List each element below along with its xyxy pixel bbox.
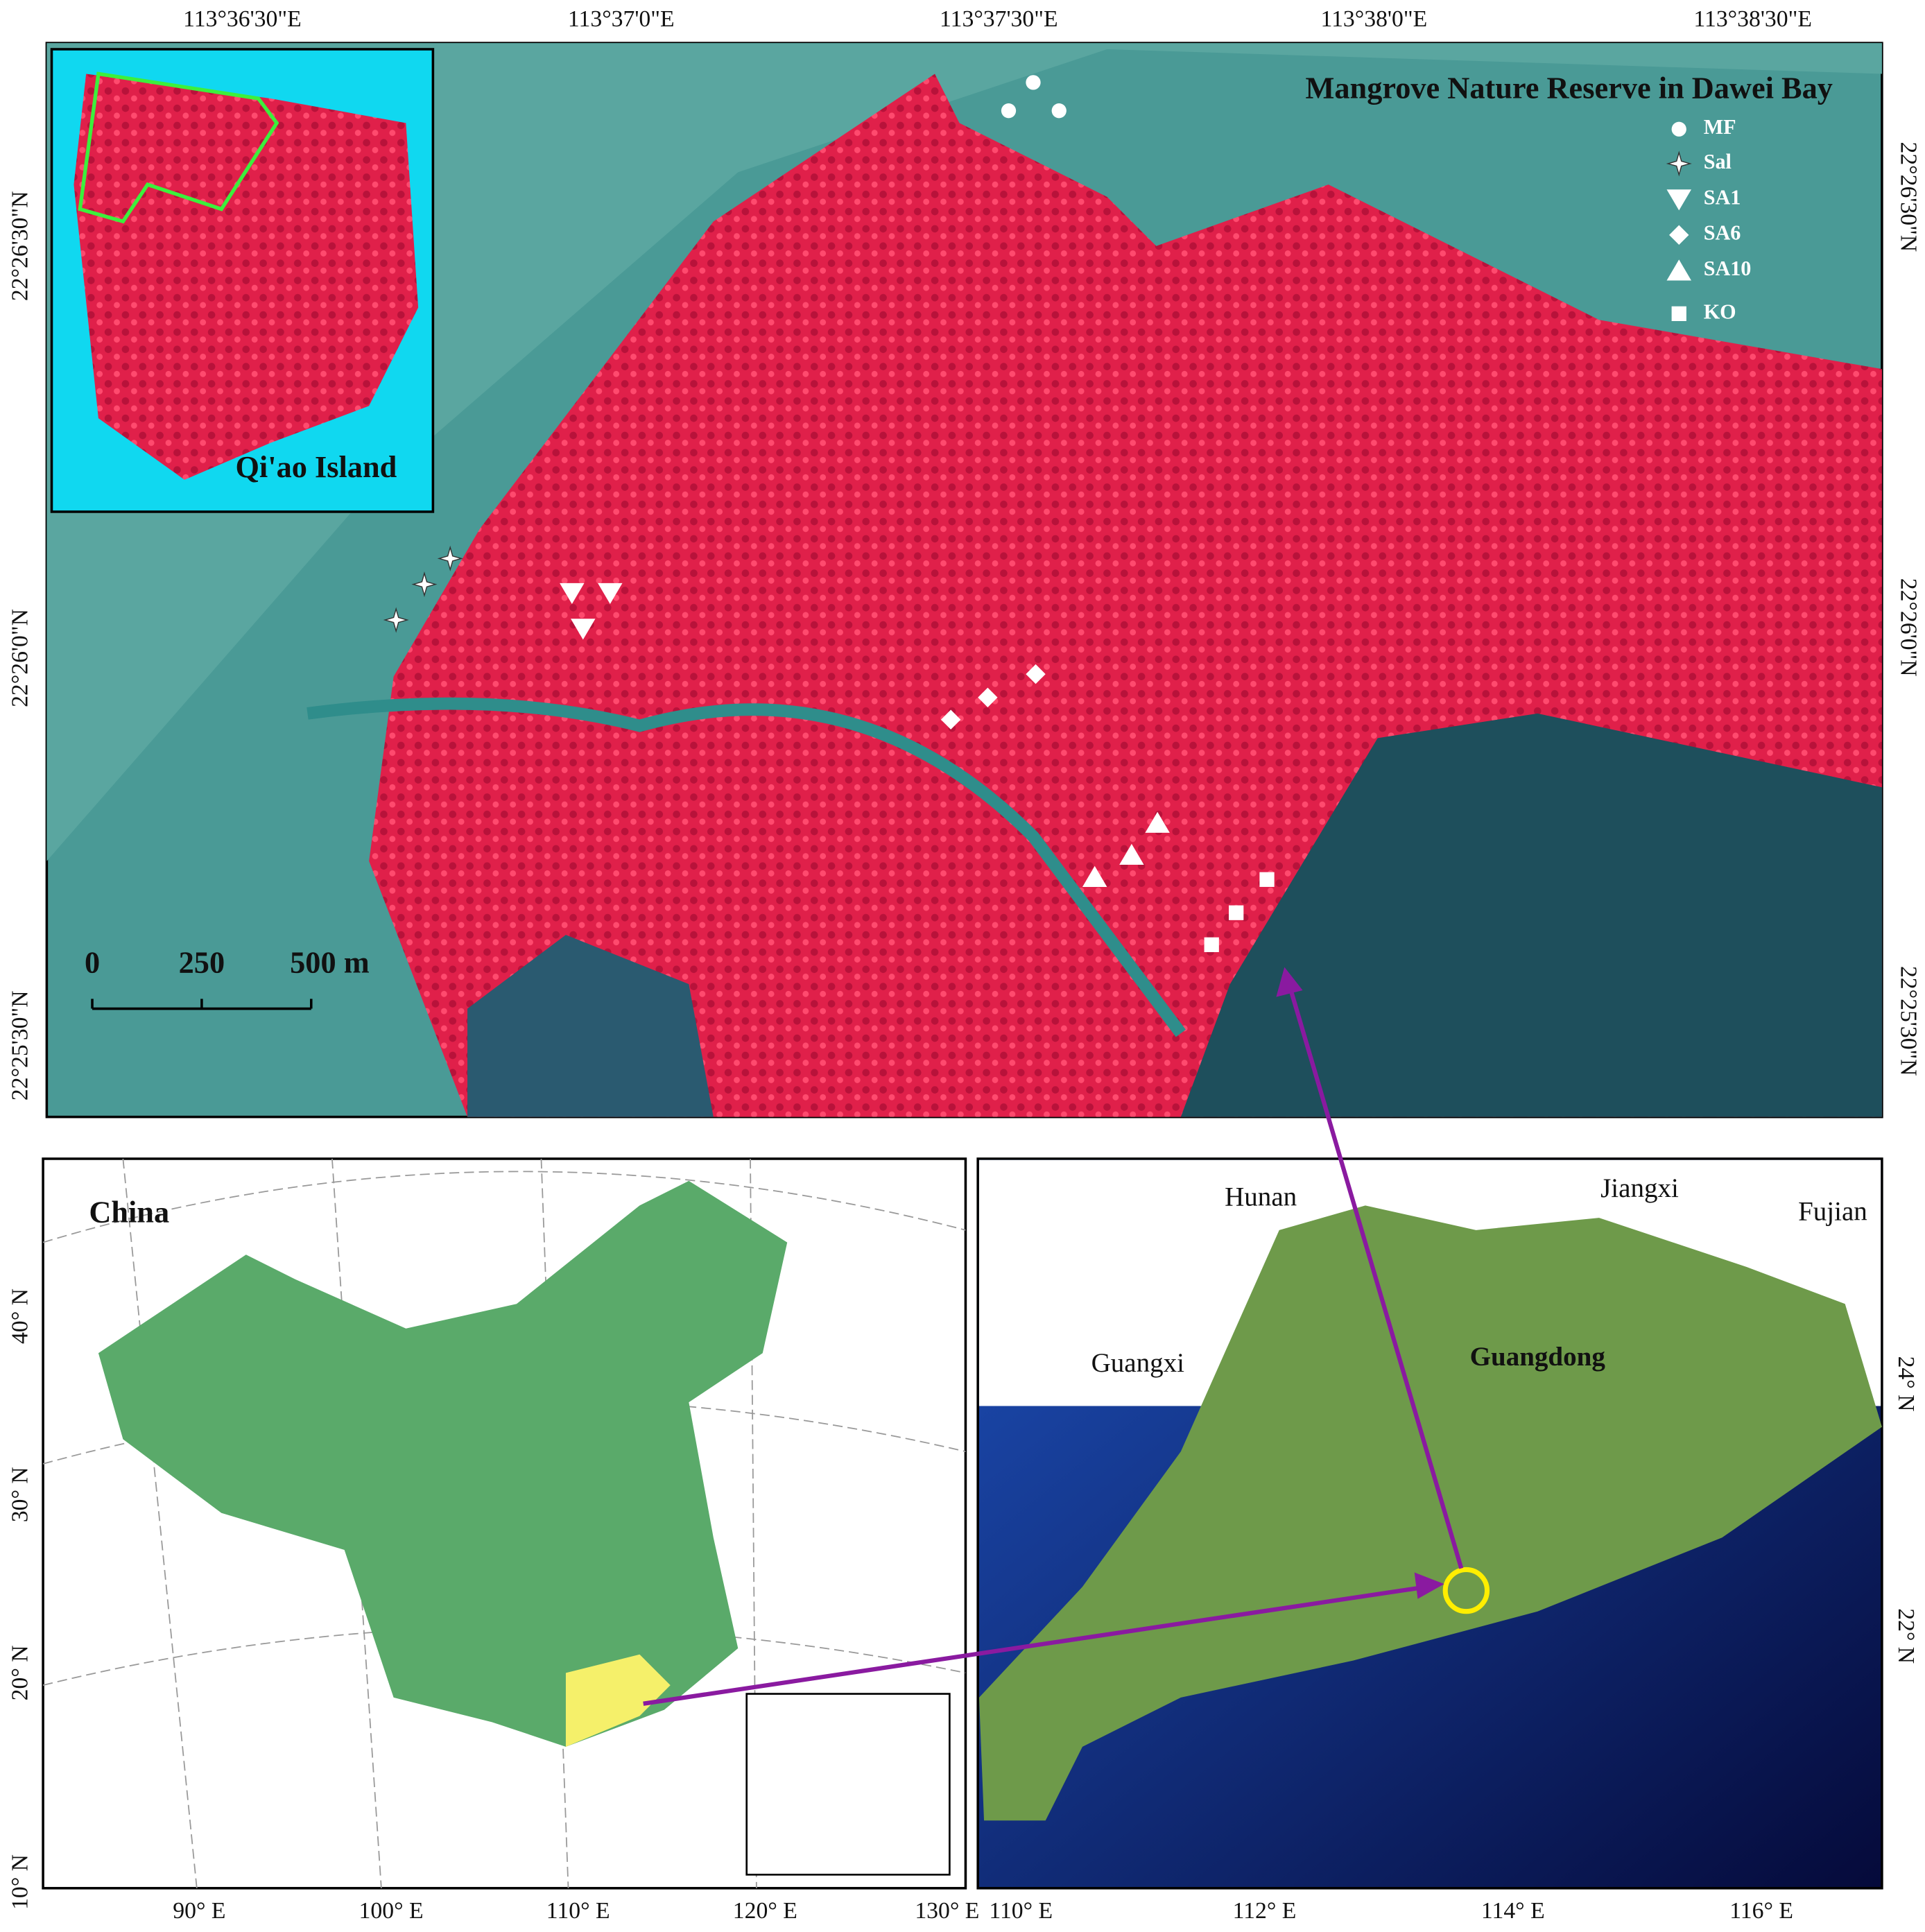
- lon-label: 120° E: [733, 1898, 797, 1924]
- lon-label: 130° E: [915, 1898, 979, 1924]
- sample-markers: [383, 75, 1692, 952]
- legend-label: KO: [1704, 300, 1736, 323]
- lon-label: 116° E: [1729, 1898, 1793, 1924]
- lat-label: 20° N: [8, 1645, 33, 1700]
- legend-label: MF: [1704, 115, 1736, 139]
- marker-sa10: [1119, 843, 1144, 865]
- marker-sa10: [1666, 259, 1691, 281]
- lon-label: 113°36'30"E: [183, 6, 302, 32]
- island: [74, 74, 419, 480]
- marker-sa1: [560, 583, 585, 604]
- marker-sa6: [1669, 225, 1689, 245]
- labels: Mangrove Nature Reserve in Dawei Bay 113°…: [8, 6, 1922, 1924]
- lat-label: 22°25'30"N: [8, 990, 33, 1101]
- marker-mf: [1671, 121, 1686, 137]
- arrow-head: [1414, 1572, 1444, 1599]
- lat-label: 22° N: [1893, 1608, 1919, 1664]
- lon-label: 113°38'0"E: [1320, 6, 1427, 32]
- legend-label: SA10: [1704, 257, 1752, 280]
- lon-label: 113°37'0"E: [568, 6, 675, 32]
- lon-label: 114° E: [1481, 1898, 1545, 1924]
- legend-label: Sal: [1704, 150, 1732, 173]
- china-map: [42, 1157, 967, 1890]
- study-site: [1442, 1567, 1490, 1614]
- channel: [307, 697, 1186, 1037]
- marker-ko: [1229, 905, 1244, 920]
- lat-label: 22°26'0"N: [1896, 578, 1922, 677]
- lat-label: 24° N: [1893, 1356, 1919, 1412]
- guangdong-land: [978, 1205, 1882, 1821]
- province-label: Hunan: [1225, 1182, 1297, 1211]
- marker-mf: [1051, 103, 1067, 119]
- marker-mf: [1001, 103, 1017, 119]
- marker-sa10: [1082, 865, 1107, 887]
- marker-sal: [1666, 150, 1692, 177]
- marker-sa6: [940, 709, 961, 730]
- lat-label: 30° N: [8, 1467, 33, 1522]
- province-label: Guangdong: [1470, 1342, 1606, 1372]
- marker-ko: [1259, 872, 1275, 887]
- marker-sal: [437, 545, 463, 571]
- legend-label: SA6: [1704, 221, 1741, 245]
- lon-label: 90° E: [173, 1898, 225, 1924]
- scale-label: 250: [179, 945, 225, 980]
- legend-label: SA1: [1704, 185, 1741, 209]
- main-map: [45, 42, 1883, 1119]
- marker-sa1: [598, 583, 623, 604]
- marker-sa1: [1666, 189, 1691, 211]
- arrow: [1286, 983, 1464, 1569]
- marker-ko: [1204, 937, 1219, 952]
- ponds: [1180, 713, 1882, 1117]
- scale-bar: [91, 999, 313, 1010]
- marker-sal: [383, 607, 409, 633]
- lat-label: 10° N: [8, 1854, 33, 1910]
- marker-ko: [1671, 306, 1686, 321]
- province-label: Fujian: [1798, 1197, 1867, 1227]
- china-title: China: [89, 1195, 169, 1230]
- lon-label: 110° E: [989, 1898, 1053, 1924]
- inset-label: Qi'ao Island: [235, 449, 397, 484]
- arrow-head: [1276, 967, 1303, 997]
- arrows: [643, 967, 1464, 1706]
- guangdong-highlight: [565, 1654, 671, 1747]
- province-label: Jiangxi: [1600, 1173, 1679, 1203]
- province-label: Guangxi: [1091, 1348, 1185, 1378]
- marker-mf: [1026, 75, 1041, 90]
- marker-sa6: [978, 687, 998, 707]
- marker-sa6: [1026, 664, 1046, 684]
- marker-sa1: [571, 619, 596, 640]
- ponds: [467, 935, 714, 1117]
- map-title: Mangrove Nature Reserve in Dawei Bay: [1306, 70, 1833, 105]
- lat-label: 40° N: [8, 1288, 33, 1344]
- lon-label: 113°37'30"E: [940, 6, 1058, 32]
- scale-label: 500 m: [290, 945, 370, 980]
- lat-label: 22°25'30"N: [1896, 966, 1922, 1076]
- reserve-boundary: [78, 71, 279, 224]
- lon-label: 112° E: [1233, 1898, 1297, 1924]
- lat-label: 22°26'30"N: [8, 191, 33, 301]
- south-china-sea-inset: [745, 1693, 951, 1876]
- marker-sa10: [1145, 811, 1170, 833]
- guangdong-map: [976, 1157, 1883, 1890]
- lon-label: 110° E: [546, 1898, 610, 1924]
- lon-label: 113°38'30"E: [1693, 6, 1812, 32]
- marker-sal: [411, 571, 438, 598]
- scale-label: 0: [85, 945, 100, 980]
- tidal-flat: [46, 43, 1882, 861]
- arrow: [643, 1585, 1428, 1706]
- lon-label: 100° E: [359, 1898, 424, 1924]
- china-land: [98, 1180, 788, 1747]
- lat-label: 22°26'0"N: [8, 609, 33, 707]
- lat-label: 22°26'30"N: [1896, 141, 1922, 252]
